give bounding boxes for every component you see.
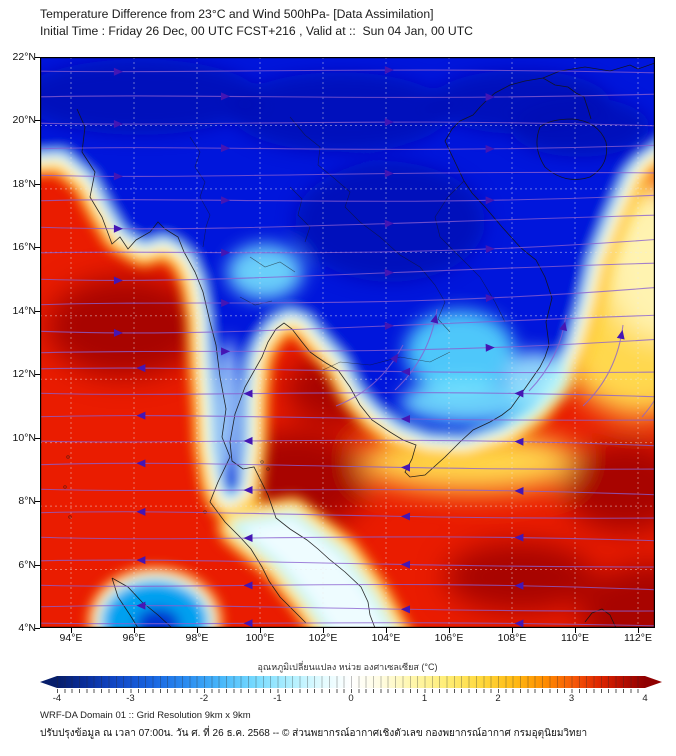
temperature-field [40,57,655,628]
colorbar-tick: -2 [199,693,209,704]
lat-tick [35,57,40,58]
lat-tick [35,501,40,503]
lon-tick [197,628,198,633]
lon-tick [512,628,513,633]
title-block: Temperature Difference from 23°C and Win… [40,6,473,40]
lat-tick [35,183,40,185]
lat-tick [35,120,40,122]
lat-tick [35,437,40,439]
lon-axis-label: 94°E [59,632,83,644]
colorbar-tickmarks [57,689,645,693]
lon-tick [638,628,639,633]
lon-axis-label: 112°E [624,632,652,644]
lon-tick [575,628,576,633]
lon-tick [260,628,261,633]
lon-axis-label: 108°E [497,632,527,644]
lat-axis-label: 8°N [18,495,36,508]
lat-axis-label: 12°N [12,368,36,381]
lat-axis-label: 10°N [12,431,36,444]
colorbar-tick: -4 [52,693,62,704]
lon-axis-label: 104°E [371,632,401,644]
lat-tick [35,310,40,312]
colorbar-tick: -3 [126,693,135,704]
lat-axis-label: 20°N [12,114,36,127]
colorbar [40,676,662,688]
colorbar-tick: -1 [273,693,282,704]
colorbar-label: อุณหภูมิเปลี่ยนแปลง หน่วย องศาเซลเซียส (… [257,662,438,672]
lon-tick [449,628,450,633]
colorbar-tick: 0 [348,693,354,704]
lat-tick [35,374,40,376]
wind-arrows [113,66,625,628]
colorbar-right-arrow [645,676,662,688]
lon-axis-label: 96°E [122,632,146,644]
lon-axis-label: 102°E [308,632,338,644]
chart-title: Temperature Difference from 23°C and Win… [40,7,434,21]
colorbar-left-arrow [40,676,57,688]
footer-update-info: ปรับปรุงข้อมูล ณ เวลา 07:00น. วัน ศ. ที่… [40,728,588,739]
lat-tick [35,247,40,249]
lon-tick [134,628,135,633]
wind-streamlines [40,69,655,627]
colorbar-tick: 3 [568,693,575,704]
weather-map-panel [40,57,655,628]
lat-axis-label: 16°N [12,241,36,254]
footer-domain-info: WRF-DA Domain 01 :: Grid Resolution 9km … [40,710,251,721]
lon-axis-label: 100°E [245,632,275,644]
lat-tick [35,564,40,566]
colorbar-tick: 4 [642,693,648,704]
lon-tick [386,628,387,633]
colorbar-gradient [57,676,645,688]
lon-tick [323,628,324,633]
lon-axis-label: 98°E [185,632,209,644]
map-svg [40,57,655,628]
graticule [40,57,655,628]
lat-axis-label: 18°N [12,177,36,190]
colorbar-tick: 2 [495,693,501,704]
lon-axis-label: 110°E [561,632,589,644]
lat-axis-label: 14°N [12,304,36,317]
lat-axis-label: 4°N [18,622,36,634]
lat-tick [35,628,40,629]
lat-axis-label: 22°N [12,51,36,63]
colorbar-tick: 1 [421,693,428,704]
lon-tick [71,628,72,633]
chart-subtitle: Initial Time : Friday 26 Dec, 00 UTC FCS… [40,24,473,38]
lat-axis-label: 6°N [18,558,36,571]
lon-axis-label: 106°E [434,632,464,644]
